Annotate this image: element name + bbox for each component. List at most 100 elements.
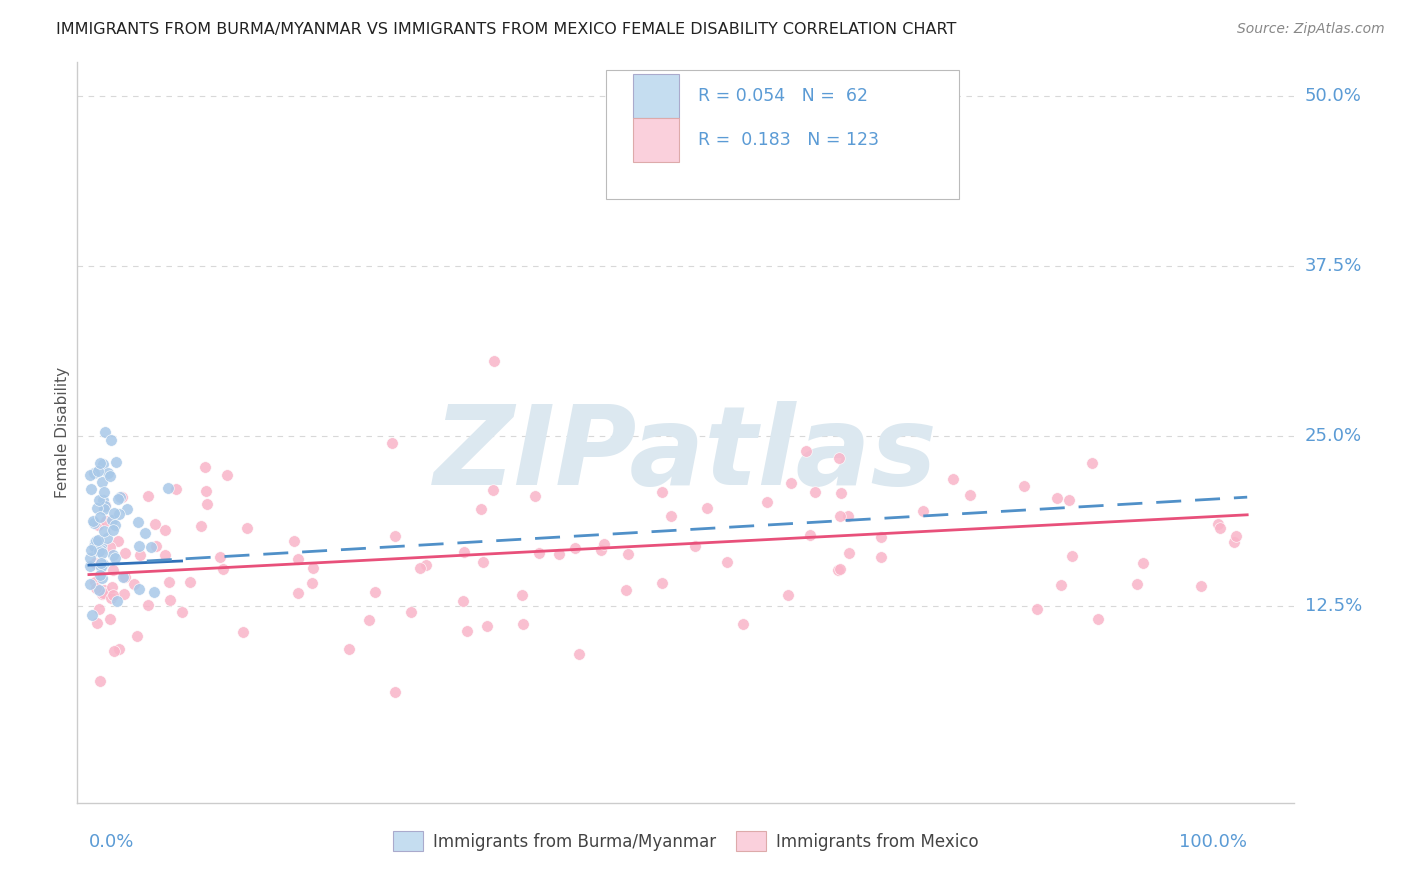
Point: [778, 588, 800, 602]
Point: [136, 489, 159, 503]
Point: [96, 532, 118, 546]
Point: [481, 483, 503, 497]
Point: [194, 459, 217, 474]
Point: [475, 619, 498, 633]
Point: [114, 546, 136, 560]
Point: [98, 540, 121, 554]
Point: [93, 502, 115, 516]
Point: [568, 648, 591, 662]
Point: [696, 500, 718, 515]
Point: [1057, 493, 1080, 508]
Text: IMMIGRANTS FROM BURMA/MYANMAR VS IMMIGRANTS FROM MEXICO FEMALE DISABILITY CORREL: IMMIGRANTS FROM BURMA/MYANMAR VS IMMIGRA…: [56, 22, 956, 37]
Point: [90, 560, 112, 574]
Point: [911, 504, 934, 518]
Point: [93, 583, 115, 598]
Point: [79, 559, 101, 574]
Point: [94, 586, 117, 600]
Point: [548, 547, 571, 561]
Point: [1206, 516, 1229, 531]
Point: [141, 540, 163, 554]
Point: [453, 545, 475, 559]
Point: [91, 587, 114, 601]
Point: [93, 492, 115, 507]
Text: R = 0.054   N =  62: R = 0.054 N = 62: [697, 87, 868, 104]
Point: [103, 644, 125, 658]
Point: [524, 489, 547, 503]
Point: [104, 517, 127, 532]
Point: [83, 574, 105, 589]
Point: [136, 598, 159, 612]
Point: [942, 472, 965, 486]
Point: [94, 425, 117, 439]
Point: [830, 508, 852, 523]
Point: [103, 506, 125, 520]
Point: [111, 490, 134, 504]
Point: [301, 561, 323, 575]
Point: [794, 444, 817, 458]
Point: [83, 556, 105, 570]
Point: [79, 550, 101, 565]
Point: [98, 468, 121, 483]
Point: [145, 539, 167, 553]
Point: [125, 628, 148, 642]
Point: [91, 571, 114, 585]
Point: [384, 684, 406, 698]
Point: [456, 624, 478, 639]
Point: [415, 558, 437, 573]
Point: [659, 509, 682, 524]
Point: [195, 497, 218, 511]
Point: [651, 485, 673, 500]
Point: [212, 562, 235, 576]
Point: [87, 517, 110, 532]
Point: [128, 582, 150, 597]
Point: [83, 542, 105, 557]
Point: [104, 455, 127, 469]
Point: [512, 616, 534, 631]
Point: [79, 483, 101, 497]
Point: [804, 484, 827, 499]
Point: [409, 560, 432, 574]
Point: [101, 548, 124, 562]
Point: [107, 491, 129, 506]
Point: [94, 498, 117, 512]
Point: [128, 539, 150, 553]
Point: [1046, 491, 1069, 505]
Point: [799, 528, 821, 542]
Text: 25.0%: 25.0%: [1305, 427, 1362, 445]
Point: [1132, 556, 1154, 570]
Point: [112, 587, 135, 601]
Point: [94, 515, 117, 529]
Point: [83, 540, 105, 554]
Point: [527, 546, 550, 560]
Point: [1026, 602, 1049, 616]
Point: [110, 490, 132, 504]
Point: [101, 580, 124, 594]
Point: [127, 515, 149, 529]
Point: [142, 584, 165, 599]
Point: [115, 501, 138, 516]
Point: [80, 543, 103, 558]
Point: [84, 581, 107, 595]
Point: [337, 642, 360, 657]
Point: [93, 485, 115, 500]
Point: [399, 605, 422, 619]
Point: [593, 537, 616, 551]
Point: [87, 493, 110, 508]
Bar: [633, 74, 679, 118]
Point: [122, 577, 145, 591]
Point: [83, 541, 105, 555]
Text: 0.0%: 0.0%: [89, 833, 135, 851]
Point: [87, 582, 110, 597]
Point: [1060, 549, 1083, 564]
Point: [1225, 528, 1247, 542]
Point: [1189, 579, 1212, 593]
Point: [194, 484, 217, 499]
Point: [108, 507, 131, 521]
Point: [98, 612, 121, 626]
Point: [79, 468, 101, 483]
Point: [870, 530, 893, 544]
Point: [87, 464, 110, 478]
Point: [179, 575, 201, 590]
Point: [143, 516, 166, 531]
Point: [828, 562, 851, 576]
